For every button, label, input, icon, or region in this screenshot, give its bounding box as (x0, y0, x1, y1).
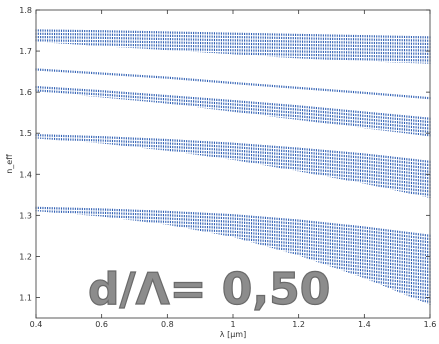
plot-area (36, 10, 430, 318)
y-tick-label: 1.8 (19, 6, 32, 15)
axes: 0.4 0.6 0.8 1 1.2 1.4 1.6 1.1 1.2 1.3 1.4 1.5 1.6 1.7… (19, 6, 436, 329)
data-marks (35, 29, 431, 305)
y-tick-label: 1.6 (19, 88, 32, 97)
mode-band-4 (35, 134, 431, 199)
x-tick-label: 1.2 (292, 320, 305, 329)
y-tick-label: 1.4 (19, 170, 32, 179)
y-axis-label: n_eff (5, 154, 14, 174)
overlay-label: d/Λ= 0,50 (88, 264, 330, 315)
x-tick-label: 0.6 (95, 320, 108, 329)
x-tick-label: 0.8 (161, 320, 174, 329)
mode-band-5 (35, 206, 431, 305)
mode-band-3 (35, 86, 431, 137)
mode-band-1 (35, 29, 431, 64)
y-tick-label: 1.3 (19, 211, 32, 220)
y-tick-label: 1.2 (19, 252, 32, 261)
mode-band-2 (35, 68, 431, 100)
y-tick-label: 1.7 (19, 47, 32, 56)
x-tick-label: 0.4 (30, 320, 43, 329)
x-tick-label: 1.4 (358, 320, 371, 329)
x-tick-label: 1 (230, 320, 235, 329)
x-axis-label: λ [μm] (220, 330, 246, 339)
y-tick-label: 1.1 (19, 293, 32, 302)
y-tick-label: 1.5 (19, 129, 32, 138)
x-tick-label: 1.6 (424, 320, 437, 329)
